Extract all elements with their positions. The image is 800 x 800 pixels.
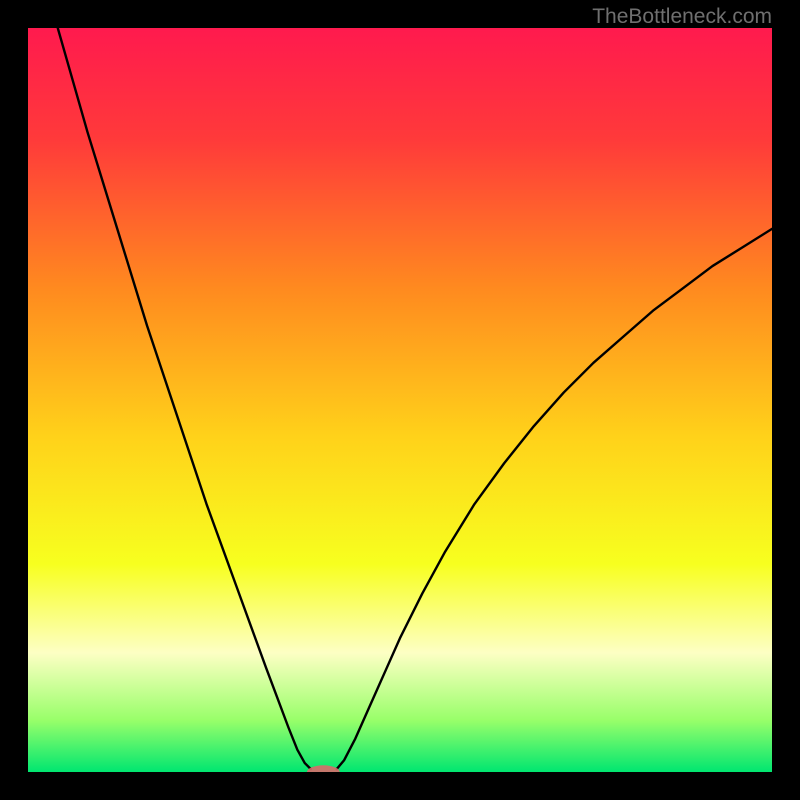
minimum-marker — [307, 765, 340, 778]
chart-frame: TheBottleneck.com — [0, 0, 800, 800]
plot-background — [28, 28, 772, 772]
watermark-text: TheBottleneck.com — [592, 5, 772, 29]
plot-svg — [0, 0, 800, 800]
